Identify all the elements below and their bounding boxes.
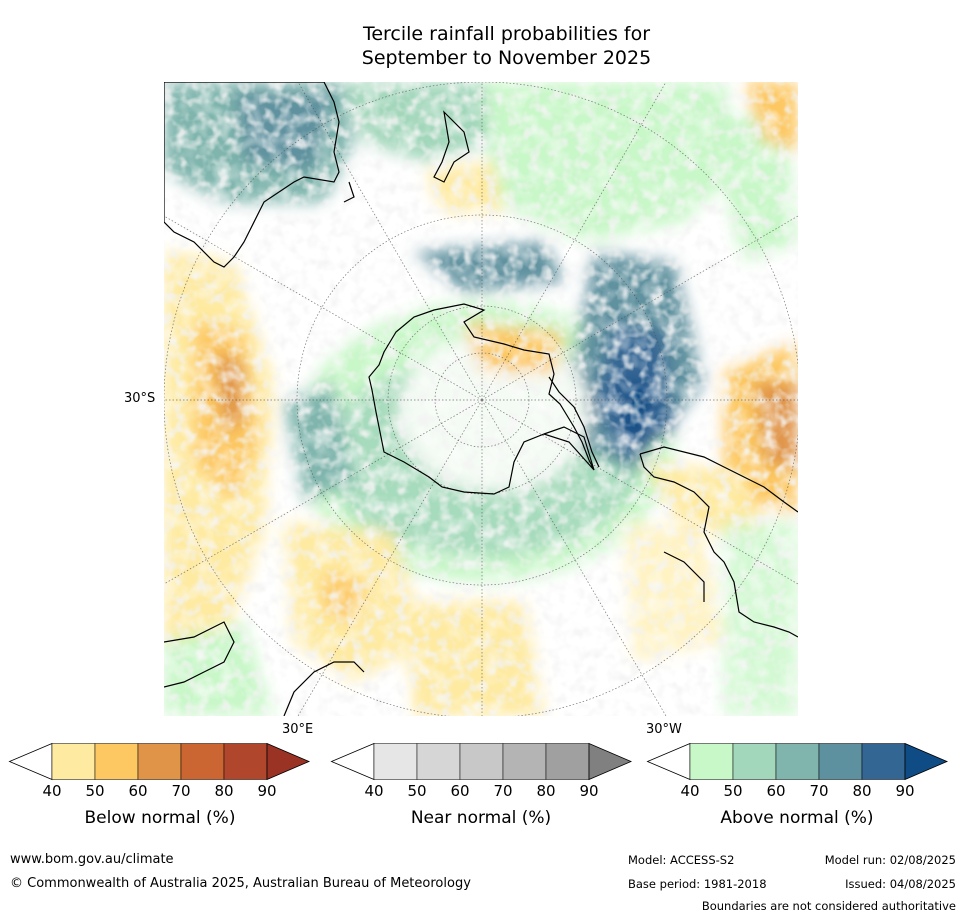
footer-disclaimer: Boundaries are not considered authoritat…: [701, 899, 956, 913]
colorbar-tick: 80: [214, 782, 234, 800]
colorbar-tick: 60: [766, 782, 786, 800]
colorbar-below-normal: [8, 742, 311, 781]
colorbar-tick: 90: [579, 782, 599, 800]
colorbar-tick: 50: [85, 782, 105, 800]
colorbar-svg-above: [646, 742, 949, 781]
footer-model: Model: ACCESS-S2: [628, 853, 735, 867]
colorbar-swatch-3: [137, 743, 182, 780]
colorbar-tick: 90: [895, 782, 915, 800]
colorbar-tick: 40: [364, 782, 384, 800]
title-line-1: Tercile rainfall probabilities for: [362, 23, 651, 45]
colorbar-swatch-2: [416, 743, 461, 780]
colorbar-swatch-2: [94, 743, 139, 780]
colorbar-tick: 70: [171, 782, 191, 800]
colorbar-tick: 50: [407, 782, 427, 800]
lat-label-30s: 30°S: [124, 391, 156, 406]
footer-issued: Issued: 04/08/2025: [845, 877, 956, 891]
colorbar-swatch-4: [502, 743, 547, 780]
colorbar-near-normal: [330, 742, 633, 781]
chart-title: Tercile rainfall probabilities for Septe…: [0, 22, 965, 70]
colorbar-tick: 80: [852, 782, 872, 800]
colorbar-swatch-1: [689, 743, 734, 780]
colorbar-tick: 60: [450, 782, 470, 800]
colorbar-swatch-2: [732, 743, 777, 780]
colorbar-swatch-1: [51, 743, 96, 780]
title-line-2: September to November 2025: [361, 47, 652, 69]
colorbar-swatch-5: [545, 743, 590, 780]
colorbar-swatch-3: [775, 743, 820, 780]
colorbar-tick: 60: [128, 782, 148, 800]
colorbar-arrow-low: [646, 742, 691, 781]
probability-map[interactable]: [164, 82, 798, 716]
colorbar-swatch-4: [180, 743, 225, 780]
colorbar-tick: 90: [257, 782, 277, 800]
colorbar-above-label: Above normal (%): [720, 808, 874, 828]
colorbar-swatch-5: [223, 743, 268, 780]
colorbar-arrow-high: [588, 742, 633, 781]
colorbar-swatch-1: [373, 743, 418, 780]
colorbar-arrow-high: [266, 742, 311, 781]
colorbar-above-normal: [646, 742, 949, 781]
footer-base-period: Base period: 1981-2018: [628, 877, 767, 891]
colorbar-tick: 50: [723, 782, 743, 800]
colorbar-swatch-5: [861, 743, 906, 780]
footer-url[interactable]: www.bom.gov.au/climate: [10, 852, 174, 867]
colorbar-near-label: Near normal (%): [410, 808, 552, 828]
lon-label-30w: 30°W: [646, 722, 682, 737]
colorbar-tick: 70: [493, 782, 513, 800]
colorbar-svg-near: [330, 742, 633, 781]
graticule: [164, 82, 798, 716]
coastlines: [164, 82, 798, 716]
colorbar-swatch-3: [459, 743, 504, 780]
colorbar-tick: 70: [809, 782, 829, 800]
colorbar-swatch-4: [818, 743, 863, 780]
colorbar-tick: 40: [42, 782, 62, 800]
colorbar-arrow-low: [8, 742, 53, 781]
footer-copyright: © Commonwealth of Australia 2025, Austra…: [10, 876, 471, 891]
colorbar-tick: 40: [680, 782, 700, 800]
map-canvas: [164, 82, 798, 716]
colorbar-arrow-low: [330, 742, 375, 781]
colorbar-svg-below: [8, 742, 311, 781]
colorbar-arrow-high: [904, 742, 949, 781]
colorbar-tick: 80: [536, 782, 556, 800]
colorbar-below-label: Below normal (%): [84, 808, 236, 828]
footer-model-run: Model run: 02/08/2025: [824, 853, 956, 867]
lon-label-30e: 30°E: [282, 722, 314, 737]
